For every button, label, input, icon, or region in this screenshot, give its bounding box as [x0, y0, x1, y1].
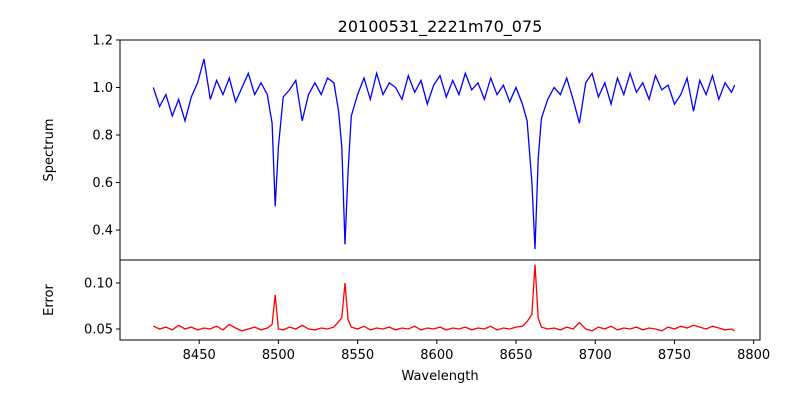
error-axes-frame	[119, 259, 761, 341]
x-tick-label: 8550	[341, 348, 374, 363]
x-tick-label: 8700	[579, 348, 612, 363]
x-tick-label: 8600	[420, 348, 453, 363]
x-tick-label: 8450	[183, 348, 216, 363]
y-tick-label: 0.05	[84, 322, 113, 337]
x-tick-label: 8800	[737, 348, 770, 363]
y-tick-label: 0.8	[92, 129, 113, 144]
x-axis-label: Wavelength	[401, 369, 478, 384]
spectrum-axes-frame	[119, 39, 761, 261]
y-tick-label: 1.2	[92, 34, 113, 49]
y-axis-label-error: Error	[42, 284, 57, 316]
y-tick-label: 0.10	[84, 276, 113, 291]
y-tick-label: 0.4	[92, 224, 113, 239]
x-tick-label: 8750	[658, 348, 691, 363]
chart-title: 20100531_2221m70_075	[338, 17, 543, 37]
x-tick-label: 8650	[499, 348, 532, 363]
y-tick-label: 0.6	[92, 176, 113, 191]
y-axis-label-spectrum: Spectrum	[42, 119, 57, 182]
spectrum-line	[152, 58, 736, 250]
x-tick-label: 8500	[262, 348, 295, 363]
y-tick-label: 1.0	[92, 81, 113, 96]
error-line	[153, 264, 736, 332]
